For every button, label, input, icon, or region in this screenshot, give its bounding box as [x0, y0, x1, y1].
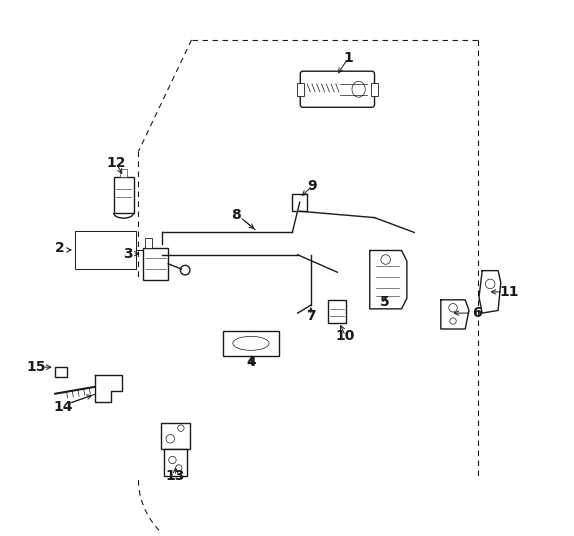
Bar: [297, 83, 304, 95]
Text: 8: 8: [231, 208, 241, 222]
Text: 14: 14: [53, 400, 73, 414]
Text: 5: 5: [380, 295, 390, 309]
Text: 15: 15: [26, 360, 46, 374]
Text: 7: 7: [306, 309, 316, 323]
Text: 12: 12: [106, 156, 126, 170]
Bar: [114, 177, 134, 213]
FancyBboxPatch shape: [300, 71, 374, 107]
Bar: [328, 300, 347, 323]
Text: 10: 10: [336, 329, 355, 343]
Bar: [164, 449, 187, 476]
Bar: [223, 331, 279, 356]
Bar: [161, 423, 191, 449]
Text: 3: 3: [123, 247, 133, 260]
Bar: [143, 248, 168, 280]
Ellipse shape: [352, 81, 365, 97]
Ellipse shape: [233, 336, 269, 351]
Text: 4: 4: [246, 355, 256, 369]
Bar: [55, 367, 67, 377]
Bar: [75, 231, 136, 269]
Bar: [371, 83, 378, 95]
Text: 6: 6: [472, 306, 482, 320]
Text: 1: 1: [343, 51, 353, 65]
Text: 9: 9: [308, 179, 317, 193]
Text: 11: 11: [499, 285, 518, 299]
Bar: [121, 169, 127, 177]
Text: 2: 2: [55, 241, 65, 255]
Bar: [145, 239, 152, 248]
Bar: [292, 193, 307, 211]
Text: 13: 13: [166, 469, 185, 483]
